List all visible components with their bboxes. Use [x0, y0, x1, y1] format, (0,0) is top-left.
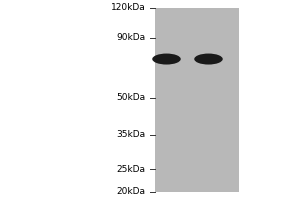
- Text: 20kDa: 20kDa: [116, 188, 146, 196]
- FancyBboxPatch shape: [154, 8, 238, 192]
- Text: 35kDa: 35kDa: [116, 130, 146, 139]
- Ellipse shape: [194, 54, 223, 65]
- Text: 120kDa: 120kDa: [111, 3, 146, 12]
- Text: 90kDa: 90kDa: [116, 33, 146, 42]
- Ellipse shape: [152, 54, 181, 65]
- Text: 50kDa: 50kDa: [116, 93, 146, 102]
- Text: 25kDa: 25kDa: [116, 165, 146, 174]
